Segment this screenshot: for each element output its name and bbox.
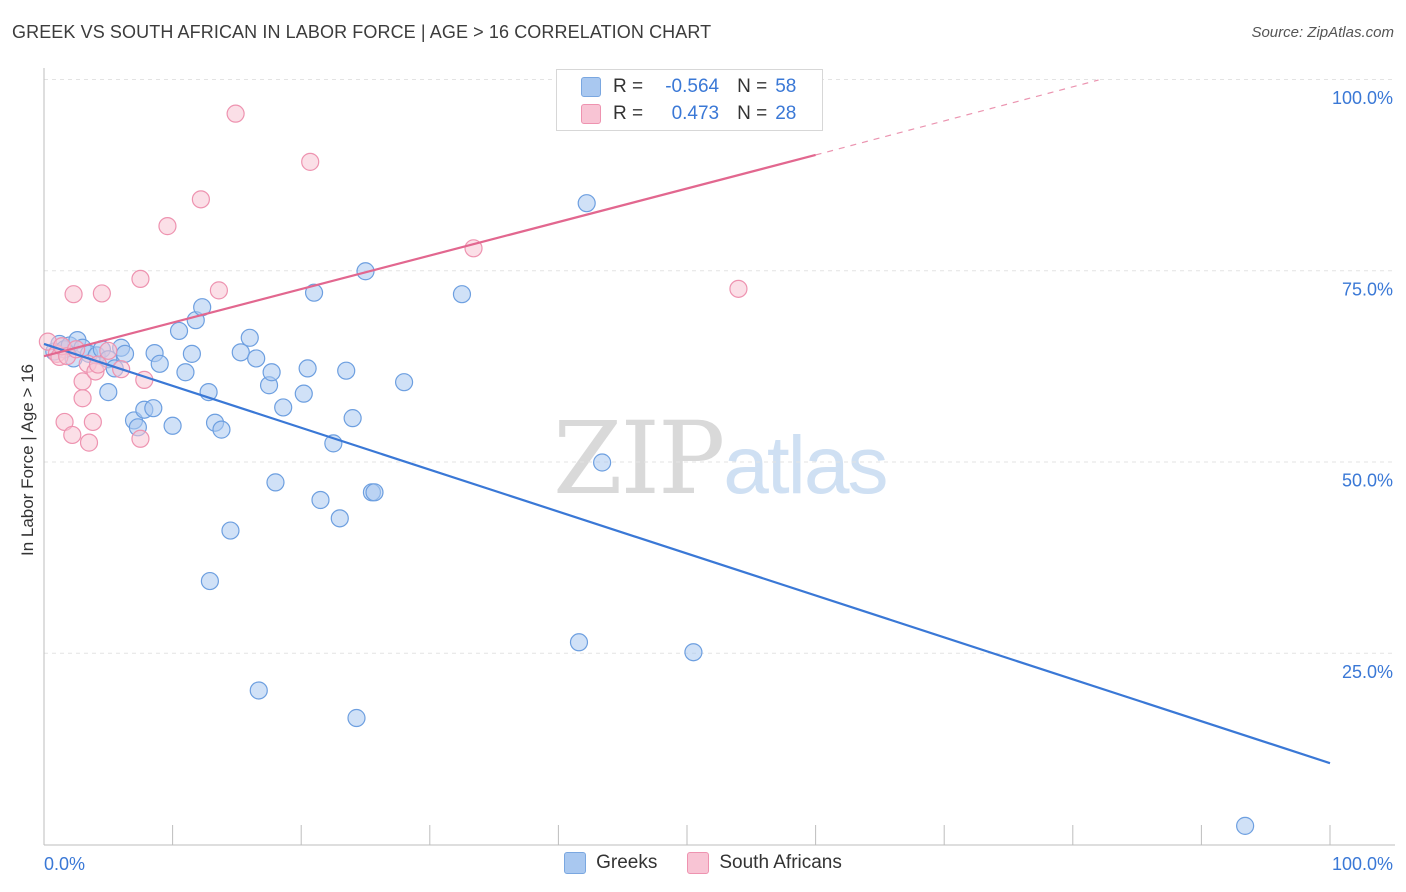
greek-point	[266, 473, 285, 492]
source-label: Source: ZipAtlas.com	[1251, 24, 1394, 41]
y-tick-label: 100.0%	[1332, 88, 1393, 108]
legend-item-greeks[interactable]: Greeks	[564, 852, 657, 874]
greek-point	[298, 359, 317, 378]
greek-point	[274, 398, 293, 417]
legend-r-value: 0.473	[671, 103, 720, 124]
x-tick-label: 0.0%	[44, 854, 85, 874]
greek-point	[330, 509, 349, 528]
legend-n-label: N =	[737, 103, 768, 124]
south-african-point	[729, 279, 748, 298]
greek-point	[262, 363, 281, 382]
legend-r-label: R =	[613, 103, 644, 124]
correlation-legend: R = -0.564 N = 58 R = 0.473 N = 28	[556, 69, 823, 131]
legend-row-south-africans: R = 0.473 N = 28	[581, 102, 796, 126]
greek-point	[569, 633, 589, 652]
legend-swatch-greeks	[564, 852, 587, 874]
greek-point	[577, 194, 596, 213]
greek-point	[182, 344, 201, 363]
south-african-point	[83, 412, 102, 432]
south-african-trend-line	[43, 153, 816, 358]
watermark-zip: ZIP	[553, 400, 725, 517]
y-tick-label: 75.0%	[1342, 279, 1393, 299]
legend-label-south-africans: South Africans	[719, 852, 842, 873]
greek-point	[240, 328, 259, 347]
legend-n-value: 28	[775, 103, 797, 124]
greek-point	[247, 349, 266, 368]
greek-point	[1236, 816, 1255, 835]
south-african-point	[158, 217, 177, 236]
greek-point	[593, 453, 612, 472]
south-african-point	[73, 372, 92, 391]
greek-point	[249, 681, 268, 700]
legend-label-greeks: Greeks	[596, 852, 658, 873]
south-african-point	[64, 285, 83, 304]
south-african-point	[63, 425, 82, 445]
greek-point	[212, 420, 231, 439]
legend-r-value: -0.564	[665, 76, 720, 97]
greek-point	[150, 354, 169, 373]
y-axis-label: In Labor Force | Age > 16	[18, 363, 37, 557]
greek-point	[311, 490, 330, 510]
y-tick-label: 25.0%	[1342, 662, 1393, 682]
greek-point	[176, 363, 195, 382]
series-legend: Greeks South Africans	[0, 852, 1406, 874]
greek-point	[394, 373, 414, 392]
legend-swatch-south-africans	[687, 852, 710, 874]
greek-trend-line	[43, 342, 1331, 765]
greek-point	[144, 399, 163, 418]
greek-point	[684, 643, 703, 662]
greek-point	[231, 343, 250, 362]
south-african-point	[99, 341, 118, 360]
greek-point	[163, 416, 182, 435]
legend-item-south-africans[interactable]: South Africans	[687, 852, 842, 874]
greek-point	[200, 571, 219, 591]
chart-title: GREEK VS SOUTH AFRICAN IN LABOR FORCE | …	[12, 22, 712, 42]
legend-r-label: R =	[613, 76, 644, 97]
greek-point	[169, 321, 189, 341]
south-african-trend-extension	[815, 79, 1099, 156]
south-african-point	[131, 429, 150, 448]
greek-point	[343, 409, 362, 428]
y-tick-label: 50.0%	[1342, 471, 1393, 491]
south-african-point	[226, 104, 245, 123]
south-african-point	[131, 269, 150, 288]
greek-point	[99, 383, 118, 402]
greek-point	[294, 384, 313, 403]
south-african-point	[79, 433, 99, 452]
greek-point	[347, 708, 366, 728]
watermark-atlas: atlas	[723, 420, 888, 511]
south-african-point	[209, 281, 228, 300]
greek-point	[337, 361, 356, 380]
legend-swatch-greeks	[581, 77, 601, 97]
greek-point	[115, 344, 135, 363]
south-african-point	[191, 190, 210, 209]
south-african-point	[92, 284, 111, 303]
south-african-point	[301, 152, 320, 171]
greek-point	[452, 285, 472, 304]
greek-point	[365, 483, 384, 502]
watermark: ZIPatlas	[553, 400, 889, 517]
greek-point	[304, 283, 324, 302]
legend-swatch-south-africans	[581, 104, 601, 124]
legend-row-greeks: R = -0.564 N = 58	[581, 75, 796, 99]
south-african-point	[73, 389, 92, 408]
greek-point	[221, 521, 240, 540]
legend-n-label: N =	[737, 76, 768, 97]
x-tick-label: 100.0%	[1332, 854, 1393, 874]
legend-n-value: 58	[775, 76, 797, 97]
